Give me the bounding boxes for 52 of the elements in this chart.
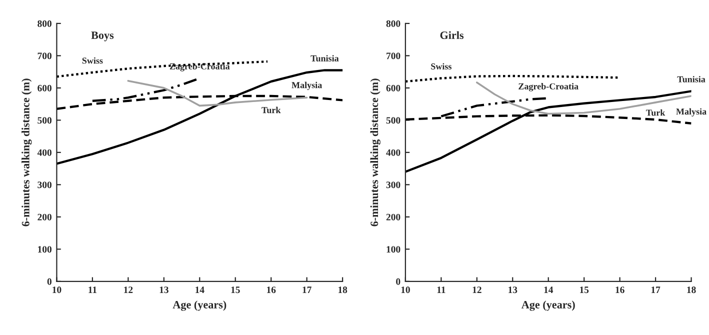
y-tick-label: 0 — [47, 278, 52, 285]
y-tick-label: 200 — [386, 214, 400, 220]
y-tick-label: 200 — [38, 214, 52, 220]
x-tick-label: 16 — [267, 286, 276, 294]
annotation: Tunisia — [677, 76, 706, 82]
y-tick-label: 700 — [386, 52, 400, 60]
x-tick-label: 11 — [437, 286, 446, 294]
annotation: Tunisia — [310, 55, 339, 62]
y-tick-label: 300 — [38, 182, 52, 188]
y-tick-label: 800 — [386, 20, 400, 27]
y-tick-label: 500 — [38, 117, 52, 124]
x-axis-title: Age (years) — [172, 300, 226, 311]
annotation: Turk — [646, 109, 666, 116]
y-tick-label: 100 — [38, 246, 52, 253]
x-axis-title: Age (years) — [521, 300, 575, 311]
y-axis-title: 6-minutes walking distance (m) — [370, 78, 380, 226]
x-tick-label: 12 — [124, 286, 133, 294]
x-tick-label: 14 — [544, 286, 554, 294]
x-tick-label: 18 — [338, 286, 348, 294]
y-tick-label: 600 — [38, 84, 52, 92]
text: Boys — [91, 32, 114, 42]
text: Girls — [440, 31, 464, 40]
x-tick-label: 18 — [687, 286, 696, 294]
y-tick-label: 400 — [37, 149, 52, 156]
y-tick-label: 300 — [386, 182, 400, 188]
x-tick-label: 15 — [231, 286, 240, 294]
y-axis-title: 6-minutes walking distance (m) — [22, 78, 32, 226]
annotation: Swiss — [431, 63, 452, 70]
y-tick-label: 400 — [386, 149, 400, 156]
y-tick-label: 700 — [38, 52, 52, 60]
x-tick-label: 15 — [580, 286, 589, 294]
annotation: Malysia — [676, 108, 706, 116]
annotation: Malysia — [292, 82, 322, 90]
annotation: Zagreb-Croatia — [518, 83, 578, 92]
x-tick-label: 13 — [508, 286, 518, 294]
x-tick-label: 13 — [160, 286, 168, 294]
y-tick-label: 0 — [396, 278, 400, 285]
annotation: Zagreb-Croatia — [170, 63, 230, 72]
x-tick-label: 11 — [88, 286, 97, 294]
x-tick-label: 10 — [401, 286, 410, 294]
x-tick-label: 10 — [52, 286, 62, 294]
x-tick-label: 17 — [651, 286, 660, 294]
x-tick-label: 12 — [472, 286, 482, 294]
x-tick-label: 16 — [616, 286, 624, 294]
y-tick-label: 100 — [386, 246, 400, 253]
x-tick-label: 14 — [196, 286, 204, 294]
annotation: Turk — [262, 106, 281, 114]
y-tick-label: 600 — [386, 84, 400, 92]
annotation: Swiss — [82, 57, 103, 64]
x-tick-label: 17 — [302, 286, 312, 294]
y-tick-label: 500 — [386, 117, 400, 124]
y-tick-label: 800 — [38, 20, 52, 27]
